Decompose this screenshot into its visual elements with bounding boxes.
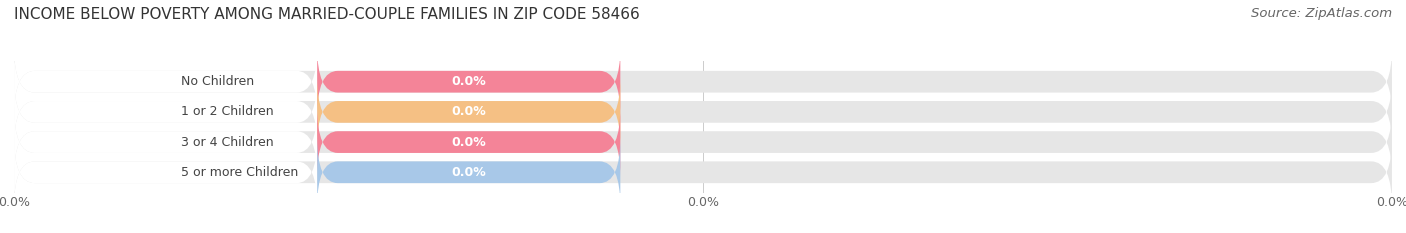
Text: 0.0%: 0.0% — [688, 196, 718, 209]
Text: No Children: No Children — [181, 75, 254, 88]
Text: 1 or 2 Children: 1 or 2 Children — [181, 105, 273, 118]
Text: 5 or more Children: 5 or more Children — [181, 166, 298, 179]
FancyBboxPatch shape — [14, 78, 318, 146]
Text: INCOME BELOW POVERTY AMONG MARRIED-COUPLE FAMILIES IN ZIP CODE 58466: INCOME BELOW POVERTY AMONG MARRIED-COUPL… — [14, 7, 640, 22]
FancyBboxPatch shape — [318, 108, 620, 176]
FancyBboxPatch shape — [14, 108, 1392, 176]
Text: 0.0%: 0.0% — [451, 136, 486, 149]
Text: 0.0%: 0.0% — [451, 166, 486, 179]
FancyBboxPatch shape — [14, 138, 318, 207]
FancyBboxPatch shape — [318, 47, 620, 116]
FancyBboxPatch shape — [318, 78, 620, 146]
FancyBboxPatch shape — [14, 138, 1392, 207]
Text: 0.0%: 0.0% — [0, 196, 30, 209]
FancyBboxPatch shape — [14, 108, 318, 176]
FancyBboxPatch shape — [14, 47, 1392, 116]
FancyBboxPatch shape — [14, 47, 318, 116]
Text: 3 or 4 Children: 3 or 4 Children — [181, 136, 273, 149]
Text: 0.0%: 0.0% — [451, 105, 486, 118]
FancyBboxPatch shape — [318, 138, 620, 207]
FancyBboxPatch shape — [14, 78, 1392, 146]
Text: Source: ZipAtlas.com: Source: ZipAtlas.com — [1251, 7, 1392, 20]
Text: 0.0%: 0.0% — [451, 75, 486, 88]
Text: 0.0%: 0.0% — [1376, 196, 1406, 209]
